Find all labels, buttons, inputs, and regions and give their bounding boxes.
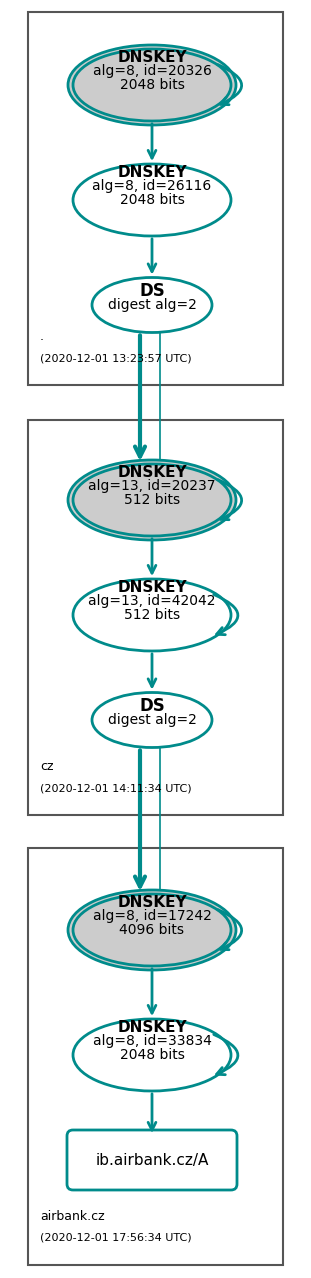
Ellipse shape: [73, 464, 231, 535]
Ellipse shape: [73, 49, 231, 121]
Text: alg=8, id=33834: alg=8, id=33834: [93, 1034, 211, 1048]
Text: DNSKEY: DNSKEY: [117, 165, 187, 179]
Text: alg=13, id=42042: alg=13, id=42042: [88, 594, 216, 608]
Bar: [28, 12, 283, 385]
FancyArrowPatch shape: [218, 64, 242, 105]
Ellipse shape: [92, 277, 212, 332]
Text: 2048 bits: 2048 bits: [119, 193, 184, 207]
Text: alg=8, id=20326: alg=8, id=20326: [93, 64, 211, 78]
Text: DNSKEY: DNSKEY: [117, 50, 187, 64]
FancyArrowPatch shape: [214, 594, 238, 635]
Text: DNSKEY: DNSKEY: [117, 1020, 187, 1034]
Ellipse shape: [73, 895, 231, 966]
Text: 4096 bits: 4096 bits: [119, 923, 184, 937]
Text: DNSKEY: DNSKEY: [117, 464, 187, 479]
Ellipse shape: [68, 45, 236, 125]
Text: (2020-12-01 13:23:57 UTC): (2020-12-01 13:23:57 UTC): [40, 353, 192, 363]
Text: alg=8, id=17242: alg=8, id=17242: [93, 909, 211, 923]
Text: DS: DS: [139, 697, 165, 714]
Text: .: .: [40, 330, 44, 343]
Bar: [28, 849, 283, 1265]
FancyBboxPatch shape: [67, 1130, 237, 1190]
Ellipse shape: [68, 460, 236, 541]
Text: (2020-12-01 14:11:34 UTC): (2020-12-01 14:11:34 UTC): [40, 783, 192, 794]
Text: DS: DS: [139, 282, 165, 300]
Text: airbank.cz: airbank.cz: [40, 1210, 104, 1223]
Text: (2020-12-01 17:56:34 UTC): (2020-12-01 17:56:34 UTC): [40, 1233, 192, 1243]
Ellipse shape: [73, 164, 231, 236]
FancyArrowPatch shape: [214, 1034, 238, 1075]
Text: ib.airbank.cz/A: ib.airbank.cz/A: [95, 1153, 209, 1168]
FancyArrowPatch shape: [218, 479, 242, 520]
Text: DNSKEY: DNSKEY: [117, 895, 187, 910]
Ellipse shape: [73, 1019, 231, 1091]
FancyArrowPatch shape: [218, 910, 242, 950]
Text: cz: cz: [40, 760, 53, 773]
Text: digest alg=2: digest alg=2: [108, 713, 197, 727]
Text: 2048 bits: 2048 bits: [119, 1048, 184, 1062]
Ellipse shape: [73, 579, 231, 651]
Text: digest alg=2: digest alg=2: [108, 298, 197, 312]
Ellipse shape: [92, 693, 212, 748]
Bar: [28, 420, 283, 815]
Text: 512 bits: 512 bits: [124, 608, 180, 622]
Text: DNSKEY: DNSKEY: [117, 579, 187, 594]
Text: 512 bits: 512 bits: [124, 493, 180, 507]
Text: alg=8, id=26116: alg=8, id=26116: [92, 179, 211, 193]
Text: 2048 bits: 2048 bits: [119, 78, 184, 92]
Text: alg=13, id=20237: alg=13, id=20237: [88, 479, 216, 493]
Ellipse shape: [68, 889, 236, 970]
